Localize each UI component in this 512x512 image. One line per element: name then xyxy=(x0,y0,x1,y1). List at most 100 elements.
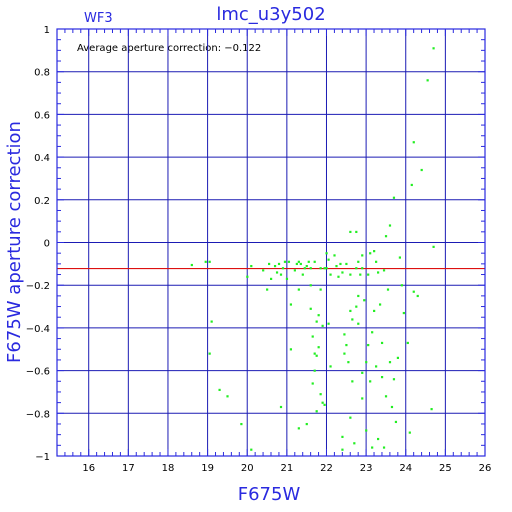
data-point xyxy=(363,299,366,302)
data-point xyxy=(311,382,314,385)
data-point xyxy=(412,141,415,144)
x-tick-label: 20 xyxy=(241,463,254,474)
plot-border xyxy=(56,28,486,457)
data-point xyxy=(285,277,289,280)
data-point xyxy=(343,333,346,336)
data-point xyxy=(361,371,364,374)
x-tick-label: 22 xyxy=(320,463,333,474)
data-point xyxy=(268,262,271,266)
data-point xyxy=(367,343,370,347)
data-point xyxy=(240,422,243,426)
data-point xyxy=(373,309,376,313)
data-point xyxy=(262,269,265,272)
x-tick-label: 25 xyxy=(439,463,452,474)
data-points xyxy=(190,47,435,451)
y-axis-label: F675W aperture correction xyxy=(4,121,25,363)
data-point xyxy=(218,388,221,392)
data-point xyxy=(333,254,336,257)
x-tick-label: 17 xyxy=(122,463,135,474)
data-point xyxy=(315,320,318,323)
data-point xyxy=(412,290,415,293)
average-annotation: Average aperture correction: −0.122 xyxy=(77,43,261,54)
data-point xyxy=(369,252,372,255)
data-point xyxy=(327,322,330,325)
data-point xyxy=(349,273,352,276)
data-point xyxy=(281,267,285,270)
data-point xyxy=(335,264,338,268)
data-point xyxy=(432,245,435,248)
data-point xyxy=(275,271,279,274)
data-point xyxy=(392,378,396,381)
x-tick-label: 23 xyxy=(360,463,373,474)
data-point xyxy=(380,376,384,379)
data-point xyxy=(382,269,386,272)
data-point xyxy=(204,260,207,263)
data-point xyxy=(277,262,281,266)
y-tick-label: 0.4 xyxy=(34,153,50,164)
data-point xyxy=(384,395,388,398)
data-point xyxy=(361,254,364,257)
panel-label: WF3 xyxy=(84,11,113,26)
data-point xyxy=(390,405,394,409)
data-point xyxy=(309,307,312,310)
data-point xyxy=(359,273,362,276)
data-point xyxy=(325,252,328,255)
y-tick-labels: 1 0.8 0.6 0.4 0.2 0 −0.2 −0.4 −0.6 −0.8 −1 xyxy=(26,25,50,463)
data-point xyxy=(416,294,419,298)
data-point xyxy=(377,271,380,274)
data-point xyxy=(319,288,322,291)
data-point xyxy=(371,446,374,449)
data-point xyxy=(319,267,322,270)
data-point xyxy=(351,380,354,383)
data-point xyxy=(365,361,368,364)
data-point xyxy=(375,260,378,263)
data-point xyxy=(355,267,358,270)
data-point xyxy=(305,264,308,268)
y-tick-label: −1 xyxy=(35,452,50,463)
data-point xyxy=(349,416,352,419)
data-point xyxy=(289,303,293,306)
data-point xyxy=(293,269,296,272)
data-point xyxy=(309,284,312,287)
data-point xyxy=(392,196,396,199)
data-point xyxy=(343,352,346,355)
y-tick-label: 1 xyxy=(44,25,50,36)
data-point xyxy=(408,431,411,434)
data-point xyxy=(388,361,392,364)
data-point xyxy=(311,335,314,338)
data-point xyxy=(289,348,293,351)
x-tick-label: 19 xyxy=(201,463,214,474)
data-point xyxy=(394,420,398,424)
data-point xyxy=(208,352,211,355)
data-point xyxy=(339,262,342,266)
y-tick-label: 0 xyxy=(44,239,50,250)
data-point xyxy=(295,262,298,266)
data-point xyxy=(250,448,253,451)
data-point xyxy=(347,361,350,364)
data-point xyxy=(365,429,368,432)
data-point xyxy=(369,380,372,383)
data-point xyxy=(396,356,400,359)
data-point xyxy=(325,267,328,270)
data-point xyxy=(321,324,324,327)
x-tick-label: 18 xyxy=(162,463,175,474)
data-point xyxy=(378,303,382,306)
y-tick-label: −0.4 xyxy=(26,324,50,335)
data-point xyxy=(355,230,358,234)
data-point xyxy=(317,314,320,317)
x-tick-label: 16 xyxy=(82,463,95,474)
data-point xyxy=(297,427,300,430)
data-point xyxy=(388,224,392,227)
data-point xyxy=(323,403,326,406)
data-point xyxy=(305,422,308,426)
data-point xyxy=(355,305,358,308)
data-point xyxy=(430,408,433,411)
data-point xyxy=(384,235,388,238)
y-tick-label: −0.6 xyxy=(26,367,50,378)
data-point xyxy=(315,410,318,413)
data-point xyxy=(382,446,386,449)
data-point xyxy=(426,79,429,82)
data-point xyxy=(337,275,340,278)
data-point xyxy=(357,322,360,325)
data-point xyxy=(287,260,291,263)
